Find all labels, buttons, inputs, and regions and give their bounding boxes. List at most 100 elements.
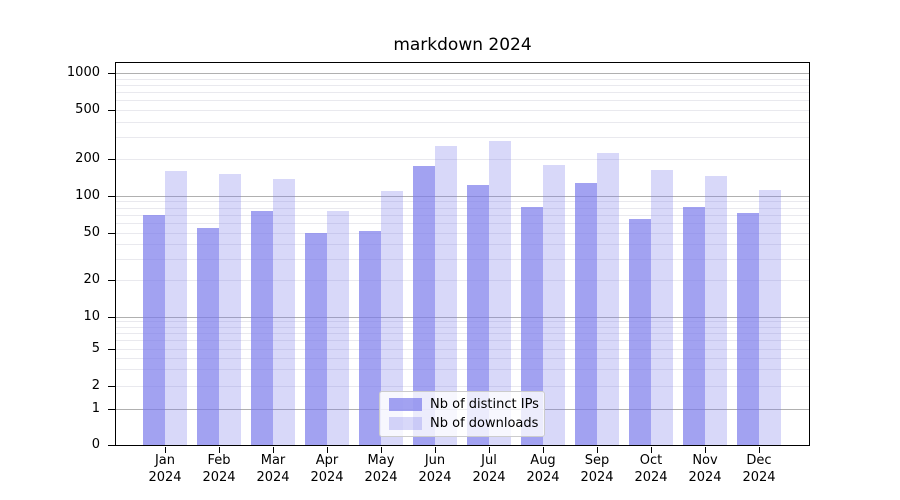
bar-distinct-ips xyxy=(197,228,219,446)
x-tick-month: Sep xyxy=(584,453,610,468)
x-tick-year: 2024 xyxy=(688,470,722,485)
y-tick-label: 50 xyxy=(83,225,100,240)
x-tick-label: May 2024 xyxy=(353,452,409,486)
x-tick-mark xyxy=(381,447,382,453)
gridline-major xyxy=(116,317,810,318)
y-tick-mark xyxy=(108,73,115,74)
gridline-minor xyxy=(116,349,810,350)
legend-label: Nb of distinct IPs xyxy=(430,397,539,412)
bar-downloads xyxy=(327,211,349,446)
x-tick-year: 2024 xyxy=(256,470,290,485)
x-tick-mark xyxy=(327,447,328,453)
x-tick-month: Jul xyxy=(481,453,497,468)
gridline-minor xyxy=(116,259,810,260)
x-tick-mark xyxy=(705,447,706,453)
x-tick-month: Jun xyxy=(424,453,446,468)
y-tick-mark xyxy=(108,445,115,446)
gridline-minor xyxy=(116,333,810,334)
x-tick-year: 2024 xyxy=(202,470,236,485)
x-tick-mark xyxy=(759,447,760,453)
plot-border xyxy=(115,62,810,446)
gridline-major xyxy=(116,73,810,74)
legend-item: Nb of distinct IPs xyxy=(389,397,539,412)
y-tick-mark xyxy=(108,110,115,111)
bar-distinct-ips xyxy=(575,183,597,446)
bar-distinct-ips xyxy=(521,207,543,446)
x-tick-month: Aug xyxy=(530,453,556,468)
bar-downloads xyxy=(543,165,565,446)
x-tick-mark xyxy=(435,447,436,453)
x-tick-mark xyxy=(489,447,490,453)
y-tick-mark xyxy=(108,317,115,318)
gridline-minor xyxy=(116,223,810,224)
y-tick-label: 500 xyxy=(75,102,100,117)
bar-downloads xyxy=(651,170,673,446)
bar-downloads xyxy=(273,179,295,446)
gridline-minor xyxy=(116,327,810,328)
x-tick-month: Feb xyxy=(207,453,231,468)
bar-downloads xyxy=(381,191,403,446)
x-tick-mark xyxy=(219,447,220,453)
gridline-minor xyxy=(116,92,810,93)
x-tick-label: Mar 2024 xyxy=(245,452,301,486)
x-tick-label: Feb 2024 xyxy=(191,452,247,486)
x-tick-mark xyxy=(597,447,598,453)
y-tick-mark xyxy=(108,349,115,350)
x-tick-month: Apr xyxy=(315,453,339,468)
x-tick-label: Jun 2024 xyxy=(407,452,463,486)
y-tick-mark xyxy=(108,280,115,281)
x-tick-month: Oct xyxy=(639,453,663,468)
y-tick-label: 5 xyxy=(91,341,100,356)
gridline-minor xyxy=(116,79,810,80)
x-tick-year: 2024 xyxy=(364,470,398,485)
gridline-minor xyxy=(116,340,810,341)
y-tick-label: 200 xyxy=(75,151,100,166)
bar-distinct-ips xyxy=(629,219,651,446)
gridline-minor xyxy=(116,215,810,216)
x-tick-label: Oct 2024 xyxy=(623,452,679,486)
x-tick-year: 2024 xyxy=(310,470,344,485)
x-tick-label: Apr 2024 xyxy=(299,452,355,486)
x-tick-month: Dec xyxy=(746,453,772,468)
legend-label: Nb of downloads xyxy=(430,416,539,431)
gridline-minor xyxy=(116,122,810,123)
x-tick-year: 2024 xyxy=(526,470,560,485)
x-tick-month: May xyxy=(367,453,395,468)
x-tick-label: Jul 2024 xyxy=(461,452,517,486)
gridline-minor xyxy=(116,369,810,370)
y-tick-mark xyxy=(108,196,115,197)
y-tick-label: 2 xyxy=(91,378,100,393)
gridline-minor xyxy=(116,201,810,202)
gridline-minor xyxy=(116,100,810,101)
bar-distinct-ips xyxy=(413,166,435,446)
bar-distinct-ips xyxy=(737,213,759,446)
x-tick-year: 2024 xyxy=(148,470,182,485)
x-tick-mark xyxy=(543,447,544,453)
y-tick-label: 10 xyxy=(83,309,100,324)
gridline-minor xyxy=(116,159,810,160)
gridline-minor xyxy=(116,110,810,111)
bar-distinct-ips xyxy=(143,215,165,446)
gridline-minor xyxy=(116,137,810,138)
y-tick-mark xyxy=(108,409,115,410)
x-tick-mark xyxy=(273,447,274,453)
y-tick-mark xyxy=(108,233,115,234)
x-tick-label: Aug 2024 xyxy=(515,452,571,486)
x-tick-label: Sep 2024 xyxy=(569,452,625,486)
gridline-major xyxy=(116,196,810,197)
x-tick-month: Nov xyxy=(692,453,718,468)
gridline-minor xyxy=(116,280,810,281)
gridline-minor xyxy=(116,386,810,387)
legend-swatch-distinct-ips xyxy=(389,398,422,411)
bar-downloads xyxy=(597,153,619,446)
y-tick-mark xyxy=(108,159,115,160)
bar-downloads xyxy=(489,141,511,446)
y-tick-label: 1000 xyxy=(66,65,100,80)
bar-distinct-ips xyxy=(251,211,273,446)
x-tick-month: Mar xyxy=(260,453,286,468)
bar-distinct-ips xyxy=(683,207,705,446)
chart-title: markdown 2024 xyxy=(393,35,532,55)
gridline-minor xyxy=(116,233,810,234)
x-tick-mark xyxy=(165,447,166,453)
